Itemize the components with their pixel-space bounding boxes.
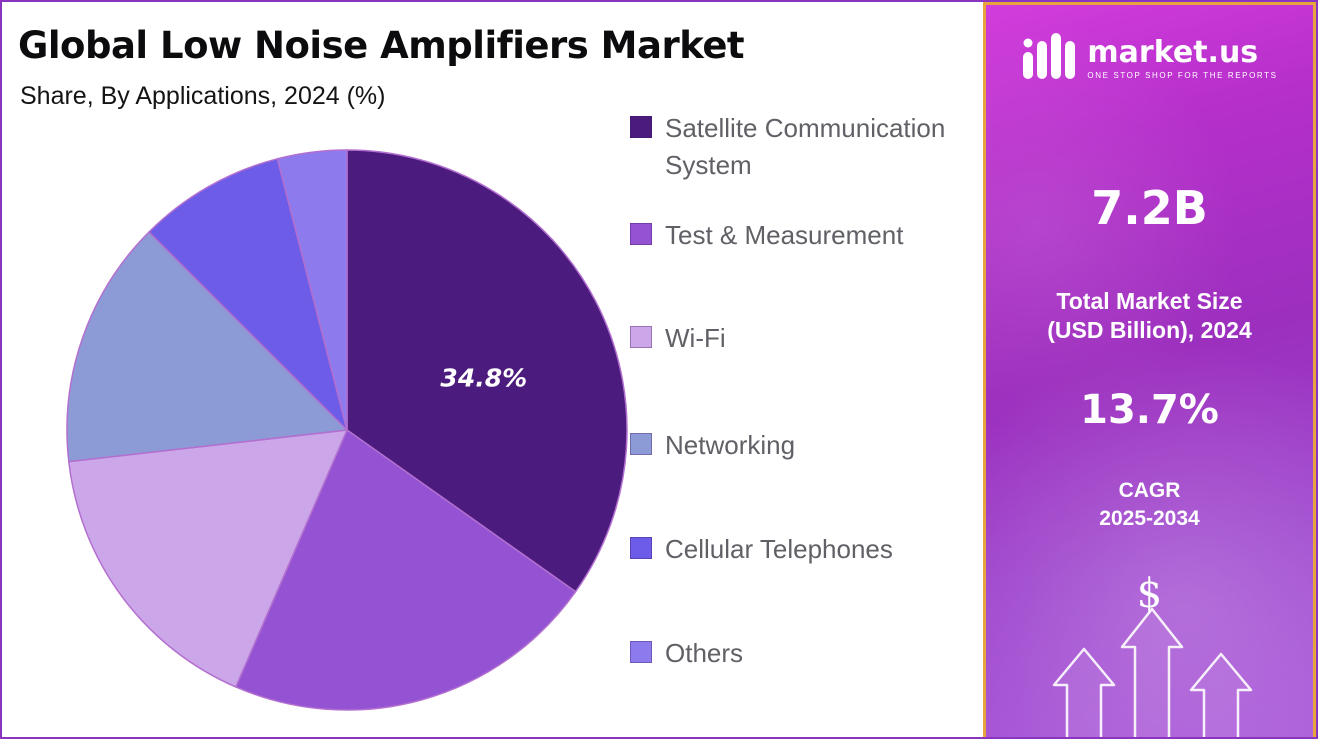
legend-item: Wi-Fi: [630, 320, 975, 357]
chart-area: Global Low Noise Amplifiers Market Share…: [2, 2, 987, 737]
cagr-label-line2: 2025-2034: [1099, 507, 1200, 530]
cagr-label-line1: CAGR: [1118, 479, 1181, 502]
brand-text: market.us ONE STOP SHOP FOR THE REPORTS: [1087, 35, 1278, 81]
brand-tagline: ONE STOP SHOP FOR THE REPORTS: [1087, 71, 1278, 80]
legend-swatch: [630, 326, 652, 348]
pie-slice-0: [346, 149, 628, 593]
side-panel: market.us ONE STOP SHOP FOR THE REPORTS …: [983, 2, 1316, 737]
legend-item: Others: [630, 635, 975, 672]
chart-subtitle: Share, By Applications, 2024 (%): [20, 82, 386, 110]
legend-label: Networking: [665, 430, 796, 460]
growth-arrows-icon: [1052, 607, 1253, 737]
legend-item: Test & Measurement: [630, 217, 975, 254]
market-size-label-line1: Total Market Size: [1056, 288, 1243, 314]
legend-swatch: [630, 537, 652, 559]
brand: market.us ONE STOP SHOP FOR THE REPORTS: [986, 31, 1313, 86]
pie-slice-label: 34.8%: [440, 364, 527, 393]
market-size-value: 7.2B: [1091, 181, 1208, 235]
pie-slices: [66, 149, 628, 711]
dollar-icon: $: [1136, 571, 1163, 617]
pie-slice-2: [67, 429, 349, 688]
market-size-label-line2: (USD Billion), 2024: [1047, 317, 1252, 343]
legend-label: Wi-Fi: [665, 323, 726, 353]
legend-label: Cellular Telephones: [665, 534, 893, 564]
pie-slice-1: [234, 428, 577, 711]
legend-item: Satellite Communication System: [630, 110, 975, 184]
legend-item: Networking: [630, 427, 975, 464]
market-size-label: Total Market Size (USD Billion), 2024: [986, 287, 1313, 345]
marketus-logo-icon: [1021, 31, 1077, 86]
pie-slice-5: [276, 149, 348, 431]
chart-title: Global Low Noise Amplifiers Market: [18, 24, 745, 67]
pie-slice-4: [147, 157, 349, 433]
legend-label: Test & Measurement: [665, 220, 904, 250]
legend-label: Others: [665, 638, 744, 668]
legend-swatch: [630, 641, 652, 663]
legend-swatch: [630, 433, 652, 455]
legend-swatch: [630, 116, 652, 138]
pie-slice-3: [66, 230, 349, 463]
cagr-label: CAGR 2025-2034: [986, 477, 1313, 533]
chart-legend: Satellite Communication System Test & Mea…: [630, 2, 982, 737]
cagr-value: 13.7%: [1080, 387, 1219, 433]
pie-chart: 34.8%: [66, 149, 628, 711]
legend-item: Cellular Telephones: [630, 531, 975, 568]
legend-swatch: [630, 223, 652, 245]
brand-name: market.us: [1087, 35, 1259, 70]
legend-label: Satellite Communication System: [665, 113, 946, 180]
